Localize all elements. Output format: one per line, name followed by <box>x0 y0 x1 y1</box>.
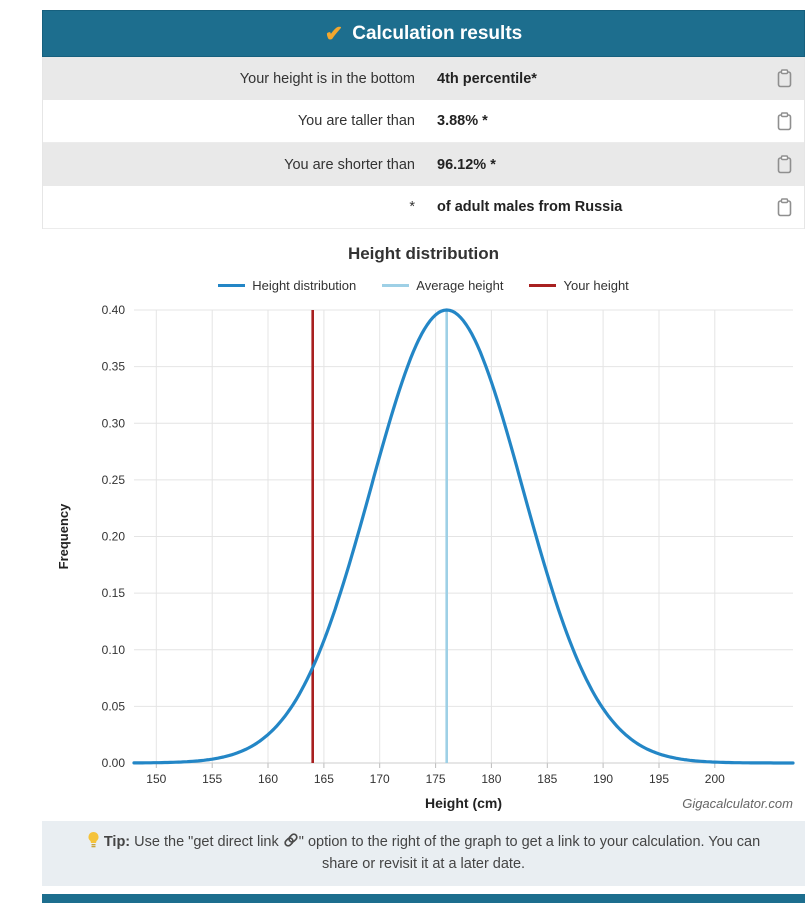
footer-bar <box>42 893 805 903</box>
copy-button[interactable] <box>764 197 804 217</box>
result-value: of adult males from Russia <box>437 199 623 215</box>
svg-text:150: 150 <box>146 772 166 786</box>
legend-label: Your height <box>563 277 629 293</box>
distribution-plot: 0.00 0.05 0.10 0.15 0.20 0.25 0.30 0.35 0.40 150 1… <box>56 303 795 811</box>
result-label: Your height is in the bottom <box>239 70 415 87</box>
clipboard-icon <box>777 69 791 88</box>
svg-text:0.00: 0.00 <box>102 756 126 770</box>
svg-text:0.20: 0.20 <box>102 530 126 544</box>
chart-legend: Height distribution Average height Your … <box>42 276 805 294</box>
svg-text:175: 175 <box>426 772 446 786</box>
tip-text-after: " option to the right of the graph to ge… <box>298 834 761 872</box>
copy-button[interactable] <box>764 111 804 131</box>
result-label: You are taller than <box>297 113 415 129</box>
svg-text:0.30: 0.30 <box>102 416 126 430</box>
page-title: Calculation results <box>352 22 523 44</box>
table-row: You are taller than 3.88% * <box>43 100 804 143</box>
clipboard-icon <box>777 197 791 216</box>
legend-item-height-distribution: Height distribution <box>218 276 356 294</box>
svg-text:190: 190 <box>593 772 613 786</box>
height-distribution-chart: Height distribution Height distribution … <box>42 229 805 815</box>
legend-item-your-height: Your height <box>529 276 629 294</box>
calculation-results-panel: ✔ Calculation results Your height is in … <box>42 10 805 903</box>
svg-text:0.10: 0.10 <box>102 643 126 657</box>
chart-title: Height distribution <box>347 244 500 263</box>
svg-text:0.15: 0.15 <box>102 586 126 600</box>
tip-text-before: Use the "get direct link <box>134 834 279 850</box>
svg-text:160: 160 <box>258 772 278 786</box>
legend-label: Height distribution <box>252 277 357 293</box>
result-value: 96.12% * <box>437 156 496 173</box>
copy-button[interactable] <box>764 155 804 174</box>
result-label: You are shorter than <box>284 156 415 173</box>
svg-text:185: 185 <box>537 772 557 786</box>
svg-text:0.40: 0.40 <box>102 303 126 317</box>
svg-text:200: 200 <box>705 772 725 786</box>
svg-text:195: 195 <box>649 772 669 786</box>
result-value: 3.88% * <box>437 113 488 129</box>
lightbulb-icon <box>88 832 99 848</box>
svg-text:170: 170 <box>370 772 390 786</box>
clipboard-icon <box>777 155 791 174</box>
svg-text:180: 180 <box>481 772 501 786</box>
legend-item-average-height: Average height <box>382 276 503 294</box>
copy-button[interactable] <box>764 69 804 88</box>
svg-text:0.35: 0.35 <box>102 360 126 374</box>
clipboard-icon <box>777 111 791 130</box>
svg-text:165: 165 <box>314 772 334 786</box>
svg-text:0.25: 0.25 <box>102 473 126 487</box>
legend-swatch <box>529 283 557 287</box>
table-row: * of adult males from Russia <box>43 186 804 229</box>
link-icon <box>284 833 298 847</box>
legend-swatch <box>218 283 246 287</box>
results-table: Your height is in the bottom 4th percent… <box>42 57 805 229</box>
svg-text:Height (cm): Height (cm) <box>425 795 502 811</box>
svg-text:155: 155 <box>202 772 222 786</box>
table-row: Your height is in the bottom 4th percent… <box>43 57 804 100</box>
legend-label: Average height <box>416 277 504 293</box>
tip-box: Tip: Use the "get direct link " option t… <box>42 821 805 886</box>
results-header: ✔ Calculation results <box>42 10 805 57</box>
tip-label: Tip: <box>103 834 131 850</box>
svg-text:Gigacalculator.com: Gigacalculator.com <box>682 796 793 811</box>
result-value: 4th percentile* <box>437 70 537 87</box>
table-row: You are shorter than 96.12% * <box>43 143 804 186</box>
svg-text:0.05: 0.05 <box>102 699 126 713</box>
legend-swatch <box>382 283 410 287</box>
svg-text:Frequency: Frequency <box>56 503 71 570</box>
check-icon: ✔ <box>324 20 344 46</box>
result-label: * <box>409 199 415 215</box>
